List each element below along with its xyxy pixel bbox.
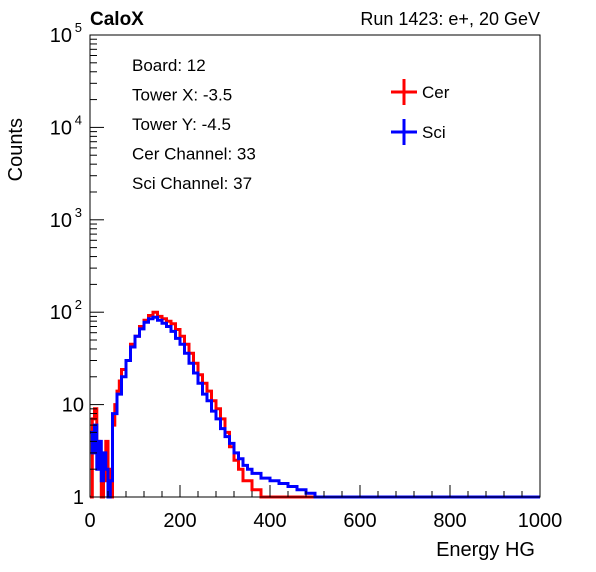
y-tick-exponent: 4 (75, 112, 82, 127)
tick-layer (89, 34, 541, 498)
info-line: Sci Channel: 37 (132, 174, 252, 193)
legend-label: Cer (422, 83, 450, 102)
legend: Cer Sci (391, 79, 450, 145)
y-tick-exponent: 2 (75, 297, 82, 312)
corner-label: CaloX (90, 9, 144, 30)
plot-frame (89, 34, 541, 498)
y-tick-label: 10 (50, 210, 72, 232)
x-tick-label: 800 (433, 510, 466, 532)
x-tick-label: 400 (253, 510, 286, 532)
info-line: Tower X: -3.5 (132, 86, 232, 105)
legend-entry-cer: Cer (391, 79, 450, 105)
legend-entry-sci: Sci (391, 119, 446, 145)
info-line: Cer Channel: 33 (132, 145, 256, 164)
y-tick-label: 1 (73, 487, 84, 509)
legend-label: Sci (422, 123, 446, 142)
y-tick-exponent: 5 (75, 20, 82, 35)
y-tick-exponent: 3 (75, 205, 82, 220)
x-axis-label: Energy HG (436, 539, 535, 561)
x-tick-label: 0 (84, 510, 95, 532)
x-tick-label: 200 (163, 510, 196, 532)
y-tick-label: 10 (62, 395, 84, 417)
x-tick-label: 1000 (518, 510, 563, 532)
run-label: Run 1423: e+, 20 GeV (360, 9, 540, 29)
y-axis-label: Counts (5, 118, 27, 181)
x-tick-label: 600 (343, 510, 376, 532)
plot-background (90, 35, 540, 497)
y-tick-label: 10 (50, 302, 72, 324)
info-box: Board: 12 Tower X: -3.5 Tower Y: -4.5 Cer C… (132, 56, 256, 193)
y-tick-label: 10 (50, 25, 72, 47)
info-line: Tower Y: -4.5 (132, 115, 231, 134)
info-line: Board: 12 (132, 56, 206, 75)
y-tick-label: 10 (50, 117, 72, 139)
